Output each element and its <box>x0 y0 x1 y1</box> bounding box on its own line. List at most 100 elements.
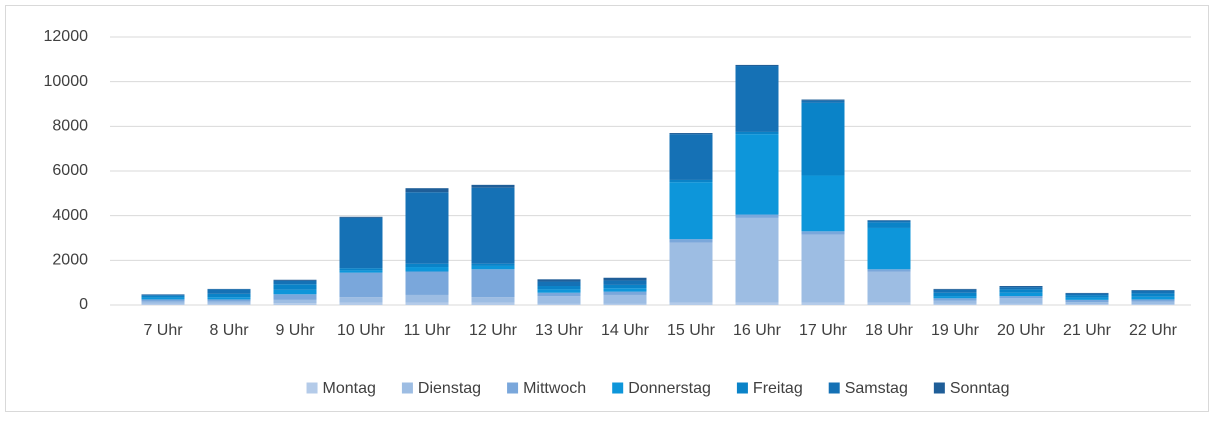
bar-segment <box>274 284 317 290</box>
bar-segment <box>1132 293 1175 296</box>
x-tick-label: 19 Uhr <box>931 322 980 339</box>
bar-segment <box>934 293 977 296</box>
x-tick-label: 18 Uhr <box>865 322 914 339</box>
bar-segment <box>934 298 977 300</box>
bar-segment <box>1132 304 1175 305</box>
bar-segment <box>340 297 383 303</box>
bar-segment <box>142 302 185 304</box>
bar-segment <box>1000 298 1043 304</box>
bar-segment <box>538 296 581 304</box>
legend-label: Mittwoch <box>523 380 586 397</box>
bar-segment <box>868 222 911 228</box>
legend-swatch <box>307 383 318 394</box>
bar-segment <box>274 300 317 303</box>
bar-segment <box>340 273 383 298</box>
bar-segment <box>736 65 779 66</box>
bar-segment <box>538 293 581 296</box>
bar-segment <box>1132 302 1175 305</box>
bar-segment <box>142 304 185 305</box>
legend-label: Donnerstag <box>628 380 711 397</box>
bar-segment <box>406 192 449 263</box>
legend-label: Dienstag <box>418 380 481 397</box>
x-tick-label: 20 Uhr <box>997 322 1046 339</box>
bar-segment <box>1066 304 1109 305</box>
bar-segment <box>868 272 911 303</box>
y-tick-label: 8000 <box>52 118 88 135</box>
bar-segment <box>670 303 713 305</box>
legend-swatch <box>934 383 945 394</box>
bar-segment <box>208 299 251 301</box>
bar-segment <box>1000 286 1043 287</box>
bar-segment <box>736 218 779 303</box>
bar-segment <box>142 299 185 301</box>
bar-segment <box>208 297 251 299</box>
bar-segment <box>934 290 977 293</box>
bar-segment <box>802 101 845 103</box>
bar-segment <box>538 289 581 292</box>
bar-segment <box>604 292 647 295</box>
bar-segment <box>340 218 383 268</box>
bar-segment <box>934 289 977 290</box>
bar-segment <box>340 217 383 218</box>
bar-segment <box>934 301 977 304</box>
bar-segment <box>1066 298 1109 300</box>
bar-segment <box>670 134 713 180</box>
bar-segment <box>736 66 779 132</box>
bar-segment <box>1000 289 1043 292</box>
x-tick-label: 21 Uhr <box>1063 322 1112 339</box>
bar-segment <box>274 281 317 284</box>
y-tick-label: 2000 <box>52 252 88 269</box>
bar-segment <box>1132 291 1175 294</box>
x-tick-label: 15 Uhr <box>667 322 716 339</box>
bar-segment <box>472 188 515 264</box>
legend-swatch <box>829 383 840 394</box>
chart-border <box>6 6 1209 412</box>
bar-segment <box>538 279 581 281</box>
legend-label: Montag <box>323 380 376 397</box>
x-tick-label: 11 Uhr <box>404 322 452 339</box>
bar-segment <box>1066 295 1109 297</box>
x-tick-label: 16 Uhr <box>733 322 782 339</box>
bar-segment <box>1132 297 1175 300</box>
bar-segment <box>604 295 647 304</box>
bar-segment <box>538 304 581 305</box>
bar-segment <box>472 264 515 266</box>
legend-swatch <box>507 383 518 394</box>
bar-segment <box>340 303 383 305</box>
x-tick-label: 10 Uhr <box>337 322 386 339</box>
bar-segment <box>472 303 515 305</box>
bar-segment <box>208 294 251 297</box>
bar-segment <box>670 239 713 242</box>
x-tick-label: 17 Uhr <box>799 322 848 339</box>
bar-segment <box>934 304 977 305</box>
bar-segment <box>142 298 185 300</box>
bar-segment <box>1000 287 1043 289</box>
bar-segment <box>208 304 251 305</box>
bar-segment <box>472 266 515 269</box>
bar-segment <box>868 228 911 269</box>
bar-segment <box>670 242 713 302</box>
bar-segment <box>868 269 911 271</box>
bar-segment <box>1132 299 1175 301</box>
bar-segment <box>802 103 845 176</box>
bar-segment <box>1066 300 1109 302</box>
bar-segment <box>274 290 317 294</box>
bar-segment <box>340 270 383 272</box>
bar-segment <box>1000 293 1043 296</box>
bar-segment <box>604 278 647 281</box>
bar-segment <box>736 215 779 218</box>
bar-segment <box>604 304 647 305</box>
bar-segment <box>208 289 251 293</box>
bar-segment <box>274 303 317 305</box>
bar-segment <box>1066 294 1109 296</box>
bar-segment <box>670 182 713 239</box>
x-tick-label: 7 Uhr <box>143 322 183 339</box>
bar-segment <box>472 297 515 303</box>
bar-segment <box>208 302 251 304</box>
x-tick-label: 12 Uhr <box>469 322 518 339</box>
x-tick-label: 13 Uhr <box>535 322 584 339</box>
bar-segment <box>670 180 713 182</box>
bar-segment <box>1132 290 1175 291</box>
